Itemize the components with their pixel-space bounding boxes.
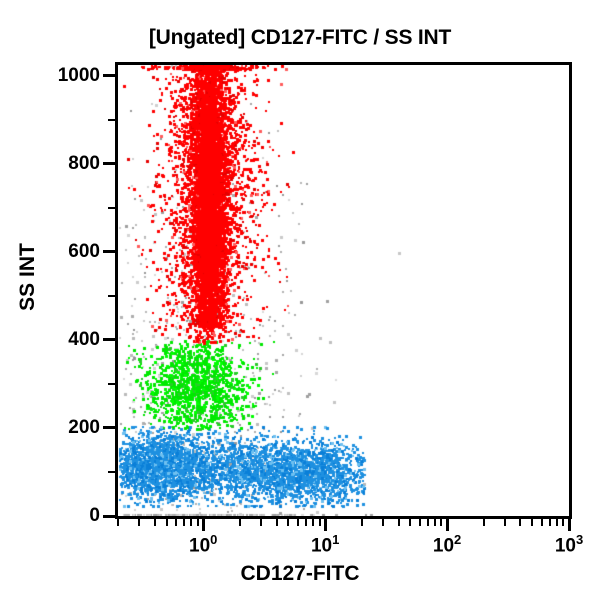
y-tick-minor	[108, 294, 115, 297]
x-tick-minor	[482, 519, 485, 526]
x-tick-major	[567, 519, 571, 531]
x-tick-minor	[397, 519, 400, 526]
x-tick-minor	[305, 519, 308, 526]
page-title: [Ungated] CD127-FITC / SS INT	[148, 26, 452, 49]
x-tick-minor	[409, 519, 412, 526]
x-tick-minor	[504, 519, 507, 526]
y-axis-tick-labels: 0 200 400 600 800 1000	[38, 0, 100, 600]
x-tick-label-1e1: 101	[310, 532, 340, 557]
x-axis-title: CD127-FITC	[240, 562, 360, 585]
x-tick-minor	[175, 519, 178, 526]
y-tick-minor	[108, 206, 115, 209]
x-tick-minor	[540, 519, 543, 526]
x-tick-major	[323, 519, 327, 531]
x-tick-minor	[297, 519, 300, 526]
x-tick-minor	[196, 519, 199, 526]
y-tick-label-400: 400	[68, 328, 100, 350]
x-tick-minor	[190, 519, 193, 526]
x-tick-minor	[138, 519, 141, 526]
x-tick-minor	[117, 519, 119, 526]
x-tick-minor	[382, 519, 385, 526]
x-tick-minor	[312, 519, 315, 526]
y-tick-label-0: 0	[89, 505, 100, 526]
x-tick-minor	[183, 519, 186, 526]
x-tick-label-1e0: 100	[189, 532, 218, 557]
y-tick-label-800: 800	[68, 152, 100, 174]
x-tick-minor	[260, 519, 263, 526]
y-tick-major	[103, 162, 115, 166]
x-tick-minor	[531, 519, 534, 526]
x-tick-label-1e3: 103	[554, 532, 584, 557]
y-tick-major	[103, 338, 115, 342]
y-tick-major	[103, 426, 115, 430]
x-tick-minor	[440, 519, 443, 526]
x-tick-minor	[419, 519, 422, 526]
x-tick-minor	[556, 519, 559, 526]
x-tick-minor	[519, 519, 522, 526]
x-tick-minor	[434, 519, 437, 526]
y-tick-label-600: 600	[68, 240, 100, 262]
x-tick-minor	[427, 519, 430, 526]
y-tick-major	[103, 74, 115, 78]
y-tick-minor	[108, 118, 115, 121]
x-tick-minor	[360, 519, 363, 526]
x-tick-minor	[318, 519, 321, 526]
x-tick-minor	[287, 519, 290, 526]
y-tick-minor	[108, 382, 115, 385]
scatter-plot-canvas	[118, 65, 569, 516]
x-tick-minor	[238, 519, 241, 526]
y-tick-label-200: 200	[68, 416, 100, 438]
x-tick-major	[201, 519, 205, 531]
x-tick-minor	[165, 519, 168, 526]
y-axis-title: SS INT	[16, 243, 39, 311]
x-tick-minor	[562, 519, 565, 526]
y-tick-major	[103, 250, 115, 254]
y-tick-major	[103, 514, 115, 518]
plot-frame	[115, 62, 572, 519]
x-tick-major	[445, 519, 449, 531]
y-tick-minor	[108, 470, 115, 473]
x-tick-minor	[549, 519, 552, 526]
x-tick-minor	[275, 519, 278, 526]
x-tick-minor	[153, 519, 156, 526]
y-tick-label-1000: 1000	[57, 64, 100, 86]
x-tick-label-1e2: 102	[432, 532, 462, 557]
